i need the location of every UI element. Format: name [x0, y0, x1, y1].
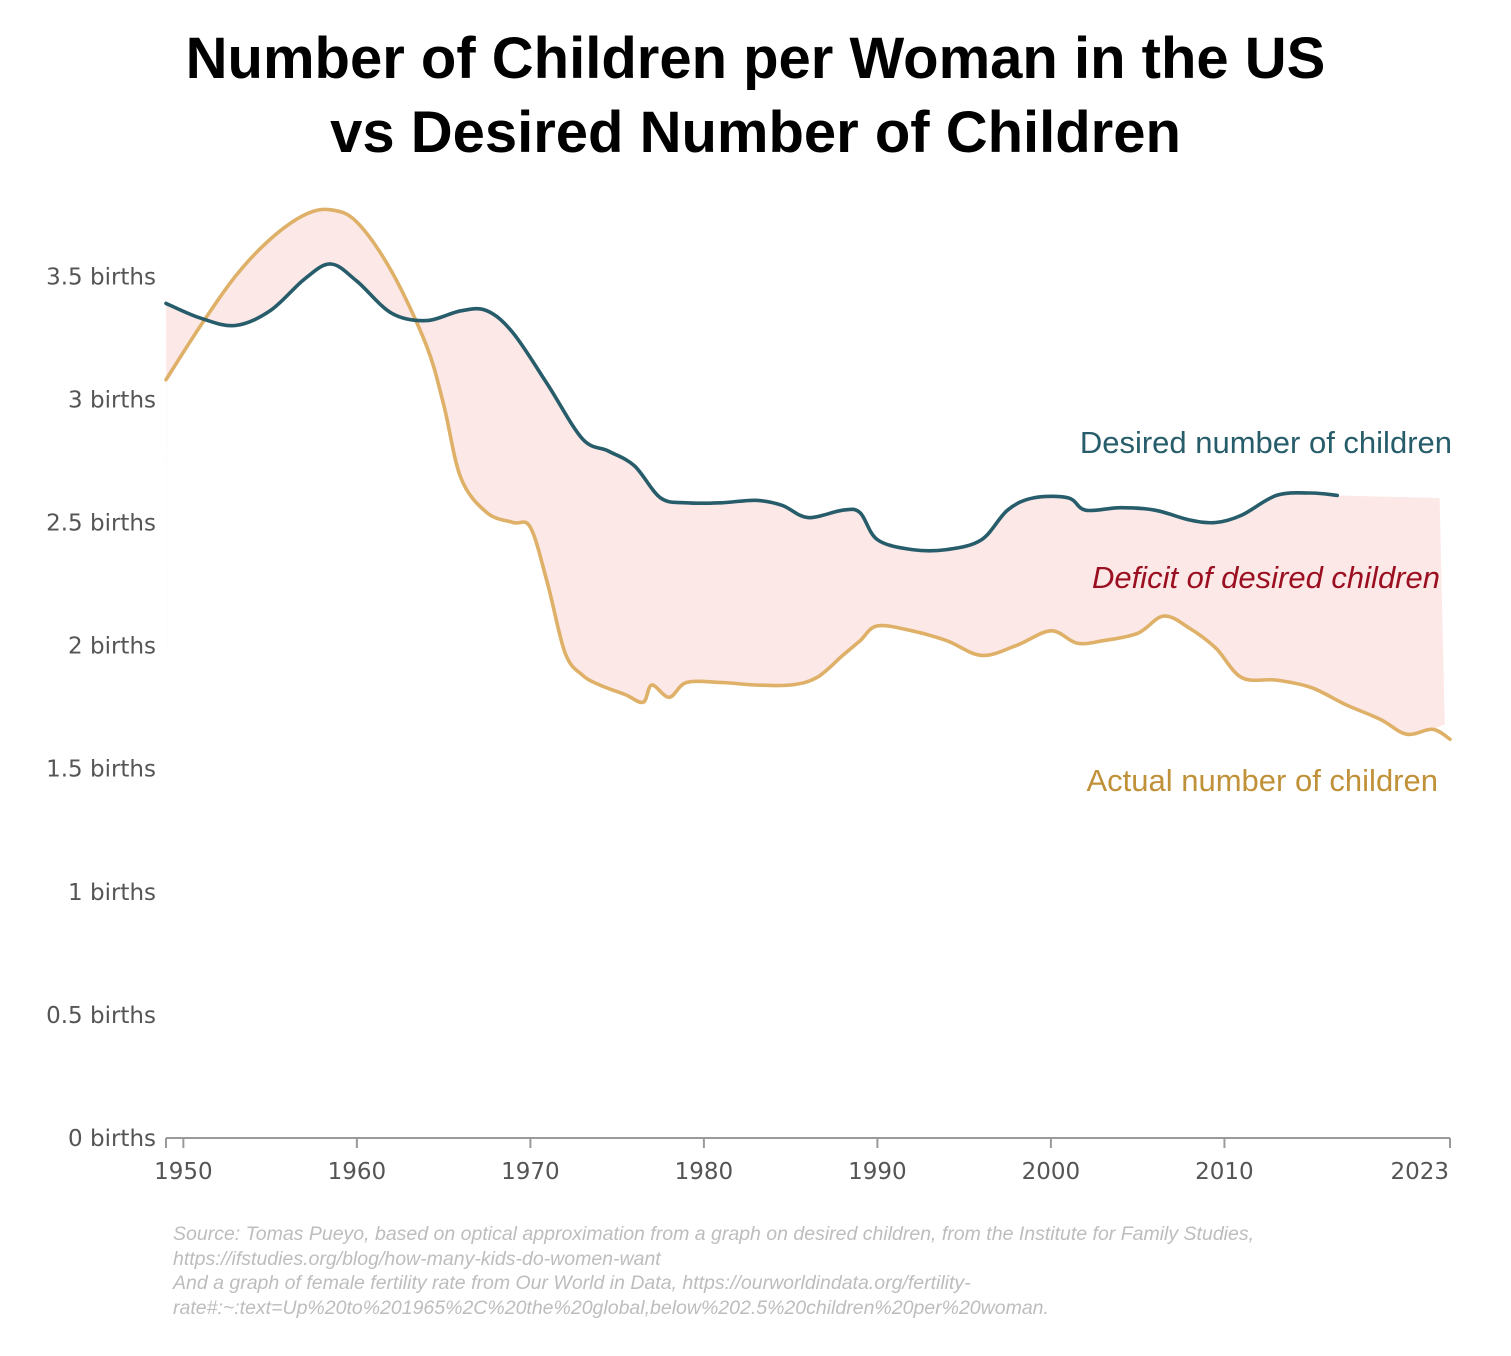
chart-title: Number of Children per Woman in the US v…	[0, 22, 1511, 170]
y-tick-label: 0.5 births	[46, 1003, 156, 1029]
chart-title-line-2: vs Desired Number of Children	[330, 100, 1181, 165]
desired-children-line	[164, 262, 1339, 553]
y-tick-label: 2.5 births	[46, 511, 156, 537]
series-lines-layer	[164, 207, 1452, 741]
y-tick-label: 3 births	[68, 387, 156, 413]
y-tick-label: 2 births	[68, 634, 156, 660]
x-tick-label: 1950	[154, 1159, 213, 1185]
annotation-layer: Desired number of children Deficit of de…	[1080, 425, 1452, 798]
y-tick-label: 1 births	[68, 880, 156, 906]
desired-series-label: Desired number of children	[1080, 425, 1452, 460]
source-note: Source: Tomas Pueyo, based on optical ap…	[173, 1222, 1493, 1320]
x-tick-label: 2000	[1022, 1159, 1081, 1185]
chart-title-line-1: Number of Children per Woman in the US	[185, 26, 1326, 91]
deficit-area-label: Deficit of desired children	[1092, 560, 1440, 595]
x-tick-label: 2010	[1195, 1159, 1254, 1185]
y-tick-label: 1.5 births	[46, 757, 156, 783]
source-line-4: rate#:~:text=Up%20to%201965%2C%20the%20g…	[173, 1296, 1049, 1319]
x-tick-label: 1970	[501, 1159, 560, 1185]
x-tick-label: 1960	[328, 1159, 387, 1185]
deficit-area-layer	[166, 209, 1445, 779]
y-tick-label: 0 births	[68, 1126, 156, 1152]
x-tick-label: 1980	[675, 1159, 734, 1185]
y-tick-label: 3.5 births	[46, 264, 156, 290]
actual-series-label: Actual number of children	[1086, 763, 1438, 798]
source-line-3: And a graph of female fertility rate fro…	[173, 1272, 971, 1294]
x-tick-label: 1990	[848, 1159, 907, 1185]
x-tick-label: 2023	[1390, 1159, 1449, 1185]
source-line-2: https://ifstudies.org/blog/how-many-kids…	[173, 1247, 661, 1270]
actual-children-line	[164, 207, 1452, 741]
source-line-1: Source: Tomas Pueyo, based on optical ap…	[173, 1223, 1255, 1245]
axes-layer: 1950 1960 1970 1980 1990 2000 2010 2023 0 births…	[46, 264, 1451, 1185]
deficit-area	[166, 209, 1445, 779]
